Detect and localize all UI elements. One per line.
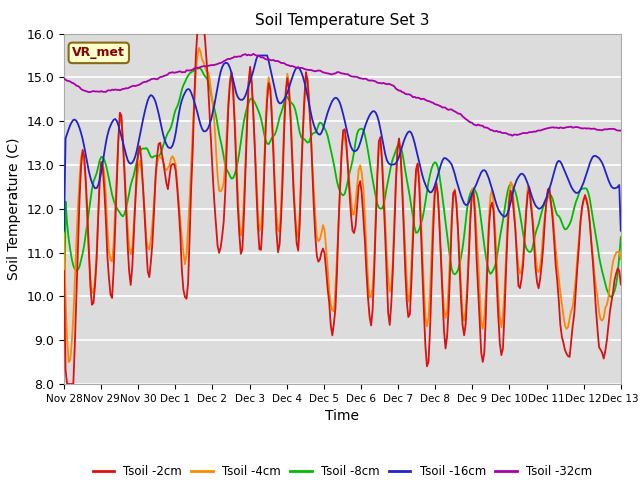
Y-axis label: Soil Temperature (C): Soil Temperature (C) (7, 138, 21, 280)
Text: VR_met: VR_met (72, 47, 125, 60)
Title: Soil Temperature Set 3: Soil Temperature Set 3 (255, 13, 429, 28)
X-axis label: Time: Time (325, 409, 360, 423)
Legend: Tsoil -2cm, Tsoil -4cm, Tsoil -8cm, Tsoil -16cm, Tsoil -32cm: Tsoil -2cm, Tsoil -4cm, Tsoil -8cm, Tsoi… (88, 460, 597, 480)
